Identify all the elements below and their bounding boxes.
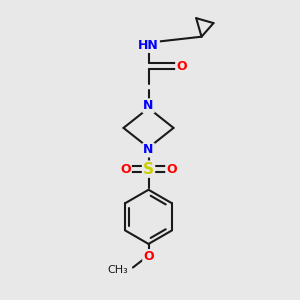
- Text: O: O: [143, 250, 154, 263]
- Text: CH₃: CH₃: [107, 265, 128, 275]
- Text: S: S: [143, 162, 154, 177]
- Text: O: O: [166, 163, 177, 176]
- Text: O: O: [120, 163, 131, 176]
- Text: N: N: [143, 143, 154, 157]
- Text: O: O: [176, 60, 187, 73]
- Text: N: N: [143, 99, 154, 112]
- Text: HN: HN: [138, 39, 159, 52]
